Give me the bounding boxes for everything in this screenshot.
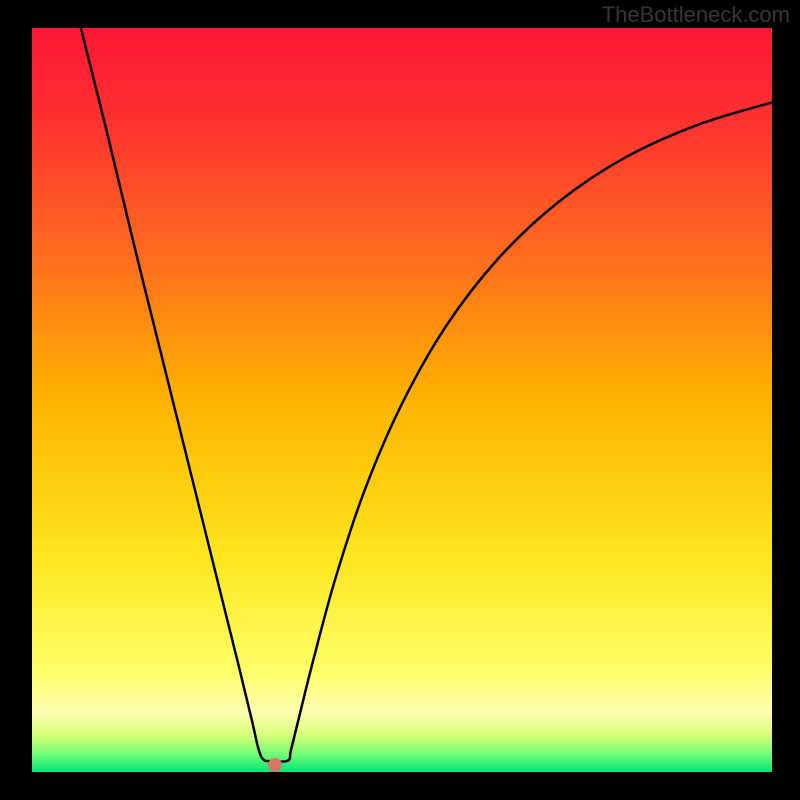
watermark-text: TheBottleneck.com bbox=[602, 2, 790, 28]
frame-bottom bbox=[0, 772, 800, 800]
frame-left bbox=[0, 0, 32, 800]
frame-right bbox=[772, 0, 800, 800]
bottleneck-chart: TheBottleneck.com bbox=[0, 0, 800, 800]
optimal-point-marker bbox=[268, 758, 282, 772]
bottleneck-curve bbox=[32, 28, 772, 772]
curve-path bbox=[81, 28, 772, 762]
plot-area bbox=[32, 28, 772, 772]
